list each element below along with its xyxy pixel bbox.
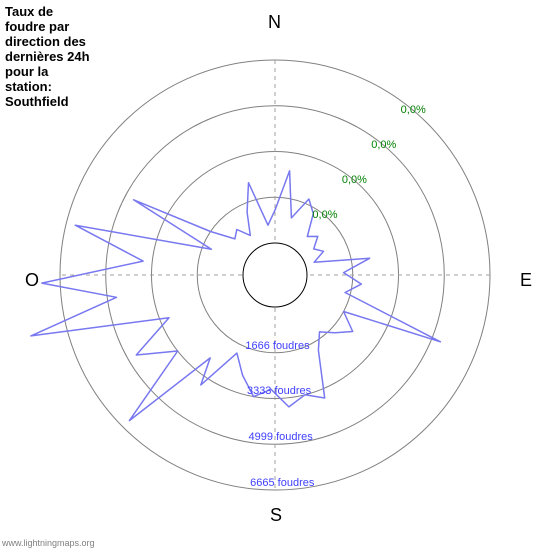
ring-foudre-1: 3333 foudres [247,385,311,397]
cardinal-S: S [270,505,282,526]
chart-container: Taux de foudre par direction des dernièr… [0,0,550,550]
ring-foudre-0: 1666 foudres [245,340,309,352]
ring-foudre-3: 6665 foudres [250,477,314,489]
cardinal-E: E [520,270,532,291]
ring-foudre-2: 4999 foudres [249,431,313,443]
ring-pct-0: 0,0% [312,209,337,221]
cardinal-N: N [268,12,281,33]
chart-title: Taux de foudre par direction des dernièr… [5,5,90,110]
cardinal-O: O [25,270,39,291]
ring-pct-2: 0,0% [371,139,396,151]
footer-credit: www.lightningmaps.org [2,538,95,548]
ring-pct-3: 0,0% [401,104,426,116]
ring-pct-1: 0,0% [342,174,367,186]
